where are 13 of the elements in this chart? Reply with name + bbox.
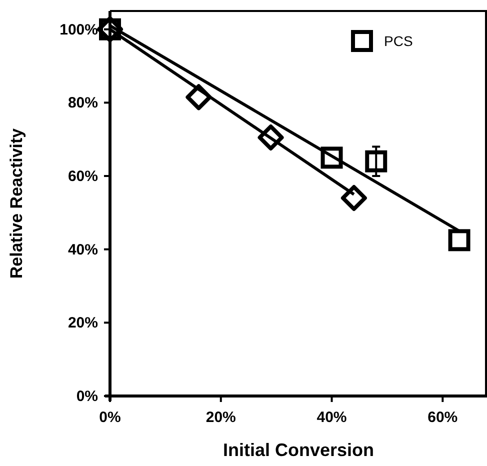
x-tick-label: 60% xyxy=(428,409,458,426)
y-tick-label: 100% xyxy=(60,21,98,38)
y-axis-title: Relative Reactivity xyxy=(7,128,26,279)
x-tick-label: 40% xyxy=(316,409,347,426)
y-tick-label: 20% xyxy=(68,314,98,332)
legend-label: PCS xyxy=(384,33,413,49)
x-tick-label: 0% xyxy=(99,409,121,426)
y-tick-label: 40% xyxy=(68,241,98,258)
y-tick-label: 0% xyxy=(76,388,98,405)
x-tick-label: 20% xyxy=(206,409,236,426)
y-tick-label: 80% xyxy=(68,94,98,112)
x-axis-title: Initial Conversion xyxy=(222,440,374,460)
y-tick-label: 60% xyxy=(68,168,98,185)
